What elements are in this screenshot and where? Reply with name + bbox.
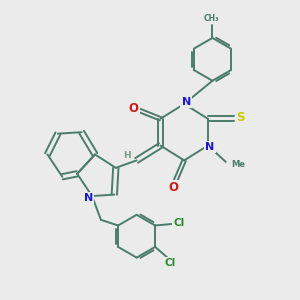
Text: O: O [129,102,139,115]
Text: H: H [123,151,131,160]
Text: O: O [169,181,179,194]
Text: N: N [84,194,93,203]
Text: Cl: Cl [173,218,184,227]
Text: N: N [182,97,191,106]
Text: Me: Me [231,160,245,169]
Text: N: N [206,142,215,152]
Text: Cl: Cl [165,258,176,268]
Text: S: S [236,111,244,124]
Text: CH₃: CH₃ [203,14,219,22]
